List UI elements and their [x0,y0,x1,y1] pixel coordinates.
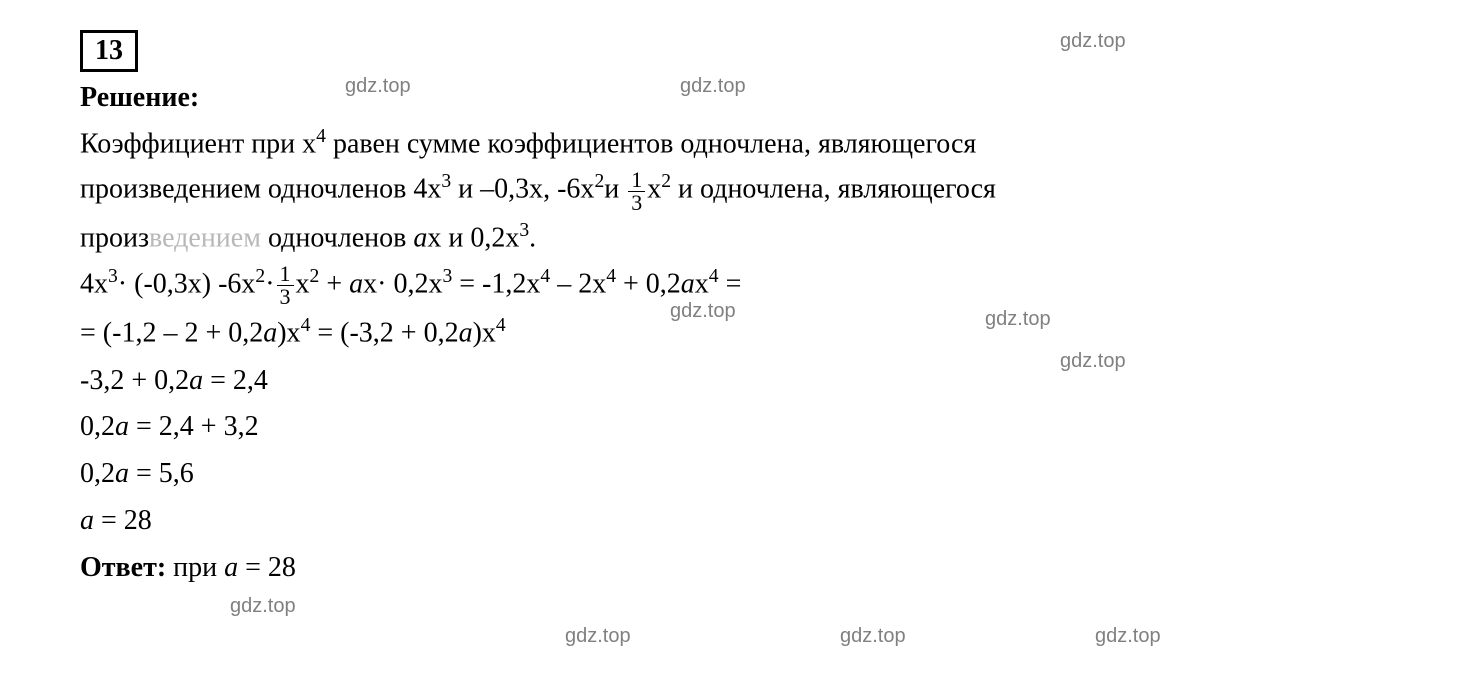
superscript: 4 [709,266,719,287]
answer-line: Ответ: при a = 28 [80,546,1380,591]
text: = 5,6 [129,458,194,489]
problem-number: 13 [95,35,123,66]
math-line-3: -3,2 + 0,2a = 2,4 [80,359,1380,404]
math-line-4: 0,2a = 2,4 + 3,2 [80,405,1380,450]
superscript: 2 [661,171,671,192]
text: = 28 [94,505,152,536]
text: 4x [80,268,108,299]
watermark: gdz.top [985,308,1051,331]
variable-a: a [115,411,129,442]
description-line-2: произведением одночленов 4x3 и –0,3x, -6… [80,167,1380,213]
superscript: 3 [108,266,118,287]
text: 0,2 [80,411,115,442]
text: = -1,2x [452,268,540,299]
text: и –0,3x, -6x [451,174,594,205]
text: Коэффициент при x [80,128,316,159]
text: · (-0,3x) -6x [118,268,256,299]
text: · [265,268,274,299]
text: x и 0,2x [427,222,519,253]
text: )x [277,318,300,349]
text: . [529,222,536,253]
denominator: 3 [277,286,294,308]
fraction: 13 [277,263,294,308]
superscript: 3 [441,171,451,192]
watermark: gdz.top [230,595,296,618]
problem-number-box: 13 [80,30,138,72]
answer-label: Ответ: [80,552,166,583]
math-line-6: a = 28 [80,499,1380,544]
denominator: 3 [628,192,645,214]
superscript: 2 [310,266,320,287]
superscript: 3 [519,220,529,241]
superscript: 4 [496,315,506,336]
text: = 28 [238,552,296,583]
watermark: gdz.top [680,75,746,98]
text: равен сумме коэффициентов одночлена, явл… [326,128,976,159]
text: при [166,552,224,583]
superscript: 4 [606,266,616,287]
variable-a: a [115,458,129,489]
superscript: 2 [255,266,265,287]
superscript: 4 [316,126,326,147]
superscript: 4 [301,315,311,336]
superscript: 3 [442,266,452,287]
text: и одночлена, являющегося [671,174,996,205]
watermark: gdz.top [670,300,736,323]
variable-a: a [459,318,473,349]
variable-a: a [681,268,695,299]
text: – 2x [550,268,606,299]
text: = 2,4 [203,365,268,396]
variable-a: a [80,505,94,536]
description-line-3: произведением одночленов ax и 0,2x3. [80,216,1380,259]
text: -3,2 + 0,2 [80,365,189,396]
text: + 0,2 [616,268,681,299]
text: = [719,268,742,299]
text: x [296,268,310,299]
text: произведением одночленов [80,222,413,253]
text: x [647,174,661,205]
text: )x [473,318,496,349]
variable-a: a [224,552,238,583]
text: произведением одночленов 4x [80,174,441,205]
variable-a: a [263,318,277,349]
text: и [604,174,626,205]
text: 0,2 [80,458,115,489]
watermark: gdz.top [345,75,411,98]
numerator: 1 [628,169,645,192]
variable-a: a [413,222,427,253]
text: + [319,268,349,299]
numerator: 1 [277,263,294,286]
description-line-1: Коэффициент при x4 равен сумме коэффицие… [80,122,1380,165]
variable-a: a [349,268,363,299]
watermark: gdz.top [1060,30,1126,53]
watermark: gdz.top [1095,625,1161,648]
text: x· 0,2x [363,268,442,299]
text: x [695,268,709,299]
variable-a: a [189,365,203,396]
fraction: 13 [628,169,645,214]
watermark: gdz.top [565,625,631,648]
watermark: gdz.top [1060,350,1126,373]
math-line-5: 0,2a = 5,6 [80,452,1380,497]
text: = (-3,2 + 0,2 [310,318,458,349]
superscript: 2 [594,171,604,192]
watermark: gdz.top [840,625,906,648]
superscript: 4 [540,266,550,287]
text: = (-1,2 – 2 + 0,2 [80,318,263,349]
text: = 2,4 + 3,2 [129,411,259,442]
